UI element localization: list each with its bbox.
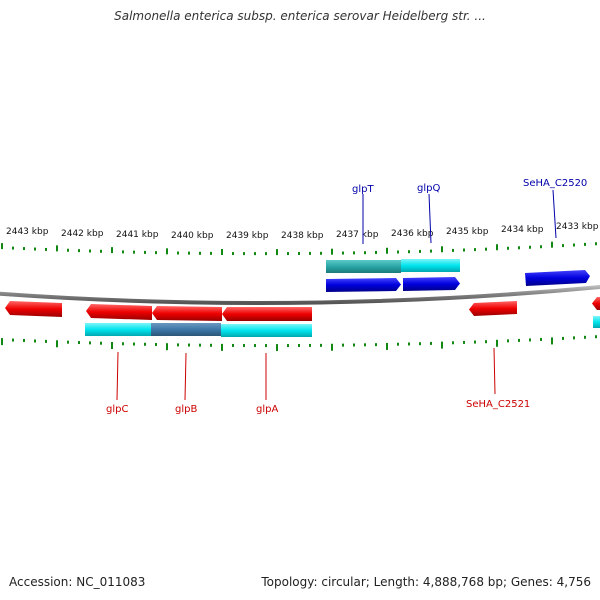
operon-track-forward (326, 259, 460, 273)
map-title: Salmonella enterica subsp. enterica sero… (114, 9, 486, 23)
kbp-label-2436: 2436 kbp (391, 229, 434, 239)
operon-segment-glpA (221, 324, 312, 337)
topology-label: Topology: circular; Length: 4,888,768 bp… (261, 575, 591, 589)
operon-segment-glpB (151, 323, 221, 336)
gene-label-glpB: glpB (175, 404, 197, 415)
inner-tick-ring (1, 335, 597, 352)
kbp-label-2438: 2438 kbp (281, 231, 324, 241)
gene-SeHA_C2520 (525, 270, 590, 286)
kbp-label-2440: 2440 kbp (171, 231, 214, 241)
forward-genes (326, 270, 590, 292)
gene-label-glpT: glpT (352, 184, 374, 195)
operon-segment-glpC (85, 323, 151, 336)
kbp-label-2437: 2437 kbp (336, 230, 379, 240)
kbp-label-2442: 2442 kbp (61, 229, 104, 239)
leader-SeHA_C2520 (552, 189, 557, 239)
kbp-label-2443: 2443 kbp (6, 227, 49, 237)
gene-label-glpQ: glpQ (417, 183, 440, 194)
operon-segment-glpT (326, 260, 401, 273)
outer-tick-ring (1, 241, 597, 256)
leader-glpB (184, 352, 187, 401)
gene-label-glpC: glpC (106, 404, 128, 415)
kbp-label-2434: 2434 kbp (501, 225, 544, 235)
leader-SeHA_C2521 (493, 347, 496, 395)
genome-backbone (0, 284, 600, 305)
operon-segment-glpQ (401, 259, 460, 272)
gene-glpB (152, 306, 222, 321)
operon-track-reverse (85, 316, 600, 337)
gene-reverse-right-edge (592, 297, 600, 310)
kbp-label-2439: 2439 kbp (226, 231, 269, 241)
operon-segment-right-edge (593, 316, 600, 328)
accession-label: Accession: NC_011083 (9, 575, 146, 589)
gene-glpQ (403, 277, 460, 291)
gene-reverse-left (5, 301, 62, 317)
gene-label-SeHA_C2521: SeHA_C2521 (466, 399, 530, 410)
gene-label-glpA: glpA (256, 404, 278, 415)
gene-glpA (222, 307, 312, 321)
kbp-scale-labels: 2443 kbp 2442 kbp 2441 kbp 2440 kbp 2439… (6, 222, 599, 241)
gene-glpC (86, 304, 152, 320)
kbp-label-2435: 2435 kbp (446, 227, 489, 237)
reverse-label-leaders (116, 347, 496, 401)
forward-label-leaders (362, 189, 557, 244)
leader-glpQ (428, 193, 432, 244)
gene-labels: glpT glpQ SeHA_C2520 glpC glpB glpA SeHA… (106, 178, 587, 415)
leader-glpC (116, 351, 119, 401)
kbp-label-2433: 2433 kbp (556, 222, 599, 232)
gene-label-SeHA_C2520: SeHA_C2520 (523, 178, 587, 189)
gene-SeHA_C2521 (469, 301, 517, 316)
reverse-genes (5, 297, 600, 321)
kbp-label-2441: 2441 kbp (116, 230, 159, 240)
gene-glpT (326, 278, 401, 292)
